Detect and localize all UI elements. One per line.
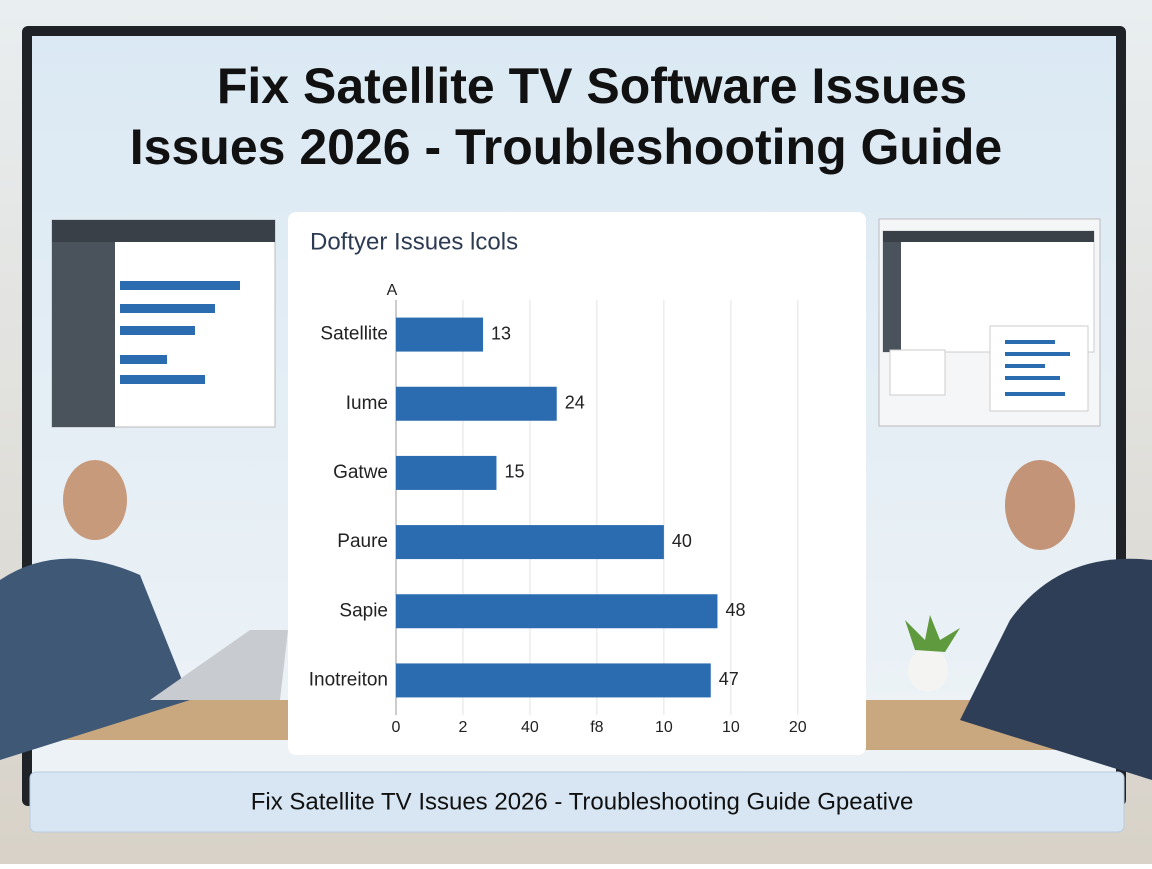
title-line: Issues 2026 - Troubleshooting Guide — [130, 119, 1002, 175]
caption-bar — [29, 771, 1125, 833]
bar — [396, 525, 664, 560]
value-label: 48 — [725, 600, 745, 620]
y-tick-label: Gatwe — [333, 462, 388, 483]
x-tick-label: 10 — [722, 719, 740, 736]
value-label: 40 — [672, 531, 692, 551]
y-tick-label: Paure — [337, 531, 388, 552]
x-tick-label: f8 — [590, 719, 603, 736]
y-tick-label: Satellite — [320, 324, 388, 345]
bar — [396, 455, 497, 490]
bar — [396, 386, 557, 421]
x-tick-label: 2 — [459, 719, 468, 736]
x-tick-label: 0 — [392, 719, 401, 736]
y-tick-label: Sapie — [339, 600, 388, 621]
people — [0, 460, 1152, 780]
x-tick-label: 20 — [789, 719, 807, 736]
x-tick-label: 10 — [655, 719, 673, 736]
mini-dashboard-right — [878, 218, 1101, 427]
x-tick-label: 40 — [521, 719, 539, 736]
title-line: Fix Satellite TV Software Issues — [217, 58, 967, 114]
bar — [396, 663, 711, 698]
caption: Fix Satellite TV Issues 2026 - Troublesh… — [251, 788, 914, 815]
value-label: 15 — [504, 462, 524, 482]
plot: 0 2 40 f8 10 10 20 Satellite 13 Iume 24 Gatwe 15 Paur… — [309, 300, 807, 736]
bar — [396, 317, 484, 352]
value-label: 47 — [719, 669, 739, 689]
chart-title: Doftyer Issues lcols — [310, 228, 518, 255]
mini-dashboard-left — [51, 219, 276, 428]
bar — [396, 594, 718, 629]
value-label: 24 — [565, 393, 585, 413]
value-label: 13 — [491, 323, 511, 343]
axis-label: A — [387, 282, 398, 299]
y-tick-label: Iume — [346, 393, 388, 414]
y-tick-label: Inotreiton — [309, 669, 388, 690]
